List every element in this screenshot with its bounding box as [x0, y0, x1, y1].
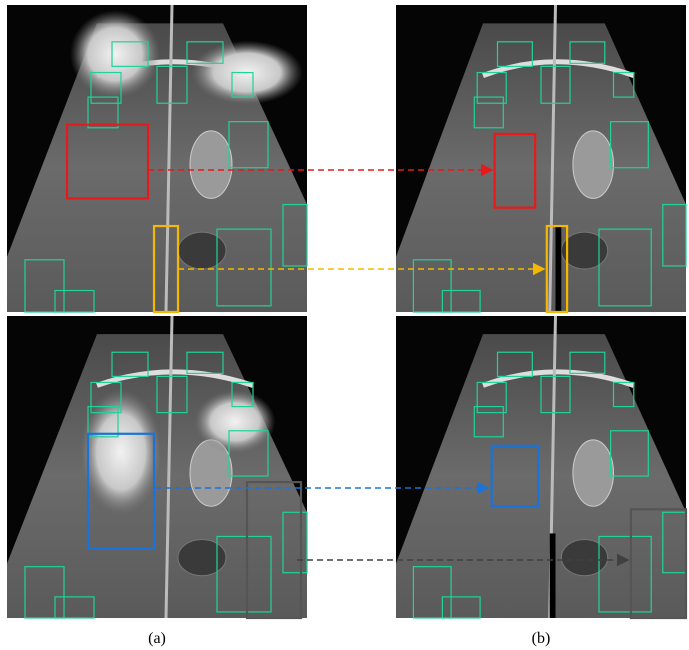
- image-panel: [7, 316, 307, 618]
- overexposed-spot: [195, 390, 276, 453]
- overexposed-spot: [70, 10, 160, 98]
- feeder: [190, 131, 232, 199]
- panels: [7, 5, 686, 618]
- feeder: [573, 131, 614, 199]
- feeder-base: [561, 539, 607, 575]
- label-a: (a): [148, 630, 166, 647]
- image-panel: [396, 316, 686, 618]
- image-panel: [7, 5, 307, 312]
- pipe-shadow: [556, 226, 562, 312]
- figure: (a) (b): [0, 0, 689, 650]
- feeder-base: [561, 232, 607, 269]
- label-b: (b): [532, 630, 551, 647]
- pipe-shadow: [550, 533, 556, 618]
- feeder-base: [178, 539, 226, 575]
- image-panel: [396, 5, 686, 312]
- feeder: [573, 440, 614, 506]
- feeder-base: [178, 232, 226, 269]
